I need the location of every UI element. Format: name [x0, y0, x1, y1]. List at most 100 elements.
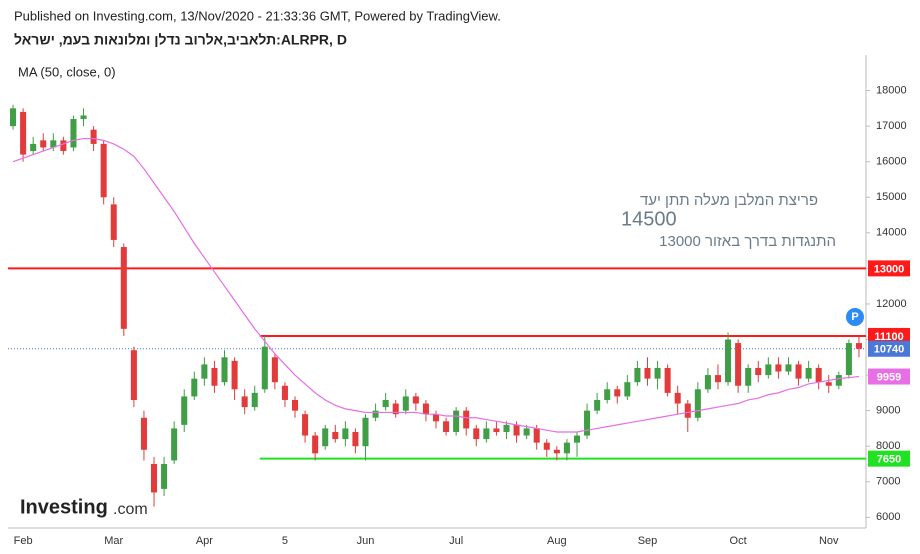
candle-body — [40, 140, 47, 148]
candle-body — [251, 392, 258, 408]
logo: .com — [113, 501, 148, 518]
candle-body — [533, 428, 540, 443]
legend-entry: MA (50, close, 0) — [18, 64, 116, 79]
candle-body — [523, 428, 530, 436]
price-label: 11100 — [874, 331, 903, 343]
chart-title: תלאביב,אלרוב נדלן ומלונאות בעמ, ישראל:AL… — [14, 32, 347, 48]
candle-body — [563, 442, 570, 454]
candle-body — [291, 399, 299, 411]
candle-body — [513, 424, 520, 436]
candle-body — [140, 417, 147, 450]
candle-body — [312, 435, 319, 454]
price-label: 7650 — [877, 454, 901, 466]
price-label: 9959 — [877, 371, 901, 383]
x-tick-label: Mar — [104, 535, 123, 547]
y-tick-label: 18000 — [876, 84, 907, 96]
candle-body — [755, 367, 762, 376]
candle-body — [191, 378, 198, 397]
candle-body — [362, 417, 369, 447]
x-tick-label: Jun — [357, 535, 375, 547]
candle-body — [201, 364, 208, 379]
y-tick-label: 6000 — [876, 511, 900, 523]
candle-body — [261, 346, 268, 390]
candle-body — [161, 463, 168, 489]
y-tick-label: 14000 — [876, 227, 907, 239]
logo: Investing — [20, 496, 108, 518]
candle-body — [543, 442, 550, 450]
candle-body — [50, 140, 57, 148]
candle-body — [392, 403, 399, 415]
candle-body — [110, 204, 117, 240]
candle-body — [20, 111, 27, 155]
x-tick-label: Feb — [14, 535, 33, 547]
candle-body — [805, 367, 812, 379]
candle-body — [624, 382, 631, 397]
candle-body — [151, 463, 158, 493]
annotation: פריצת המלבן מעלה תתן יעד — [640, 192, 818, 209]
candle-body — [211, 367, 218, 386]
candle-body — [120, 247, 127, 329]
candle-body — [483, 428, 490, 440]
candle-body — [614, 389, 621, 397]
candle-body — [704, 375, 711, 390]
candle-body — [241, 396, 248, 408]
x-tick-label: Aug — [547, 535, 567, 547]
candle-body — [503, 424, 510, 432]
x-tick-label: Nov — [819, 535, 839, 547]
candle-body — [745, 367, 752, 386]
candle-body — [30, 143, 37, 152]
candle-body — [694, 389, 701, 418]
candle-body — [735, 343, 742, 386]
badge — [846, 308, 864, 326]
y-tick-label: 17000 — [876, 120, 907, 132]
candle-body — [785, 364, 792, 372]
candle-body — [422, 403, 429, 415]
candle-body — [181, 396, 188, 425]
candle-body — [634, 367, 641, 383]
candle-body — [815, 367, 822, 383]
candle-body — [795, 364, 802, 379]
x-tick-label: Oct — [730, 535, 747, 547]
candle-body — [845, 343, 852, 376]
candle-body — [130, 350, 137, 400]
x-tick-label: Jul — [449, 535, 463, 547]
candle-body — [594, 399, 601, 411]
price-label-bg — [868, 327, 910, 344]
candle-body — [725, 339, 732, 383]
candle-body — [775, 364, 782, 372]
annotation: 14500 — [621, 208, 677, 230]
ma-line — [12, 137, 860, 433]
badge-label: P — [851, 311, 858, 323]
y-tick-label: 8000 — [876, 440, 900, 452]
x-tick-label: 5 — [282, 535, 288, 547]
candle-body — [644, 367, 651, 379]
candle-body — [493, 428, 500, 432]
candle-body — [70, 119, 77, 148]
y-tick-label: 9000 — [876, 405, 900, 417]
candle-body — [302, 414, 309, 436]
candle-body — [584, 410, 591, 436]
candle-body — [463, 410, 470, 429]
candle-body — [664, 367, 671, 393]
candle-body — [281, 385, 288, 400]
x-tick-label: Apr — [196, 535, 213, 547]
candle-body — [221, 357, 228, 383]
candle-body — [322, 428, 329, 447]
price-label-bg — [868, 340, 910, 357]
candle-body — [332, 431, 339, 440]
candle-body — [60, 140, 67, 152]
candle-body — [473, 428, 480, 440]
candle-body — [553, 449, 560, 454]
candle-body — [352, 431, 359, 447]
candle-body — [90, 129, 97, 144]
candle-body — [573, 435, 581, 443]
candle-body — [765, 364, 772, 376]
header: Published on Investing.com, 13/Nov/2020 … — [14, 8, 501, 23]
candle-body — [825, 382, 832, 386]
candle-body — [171, 428, 178, 461]
candle-body — [100, 143, 107, 198]
candle-body — [80, 115, 87, 120]
y-tick-label: 12000 — [876, 298, 907, 310]
candle-body — [674, 392, 681, 404]
